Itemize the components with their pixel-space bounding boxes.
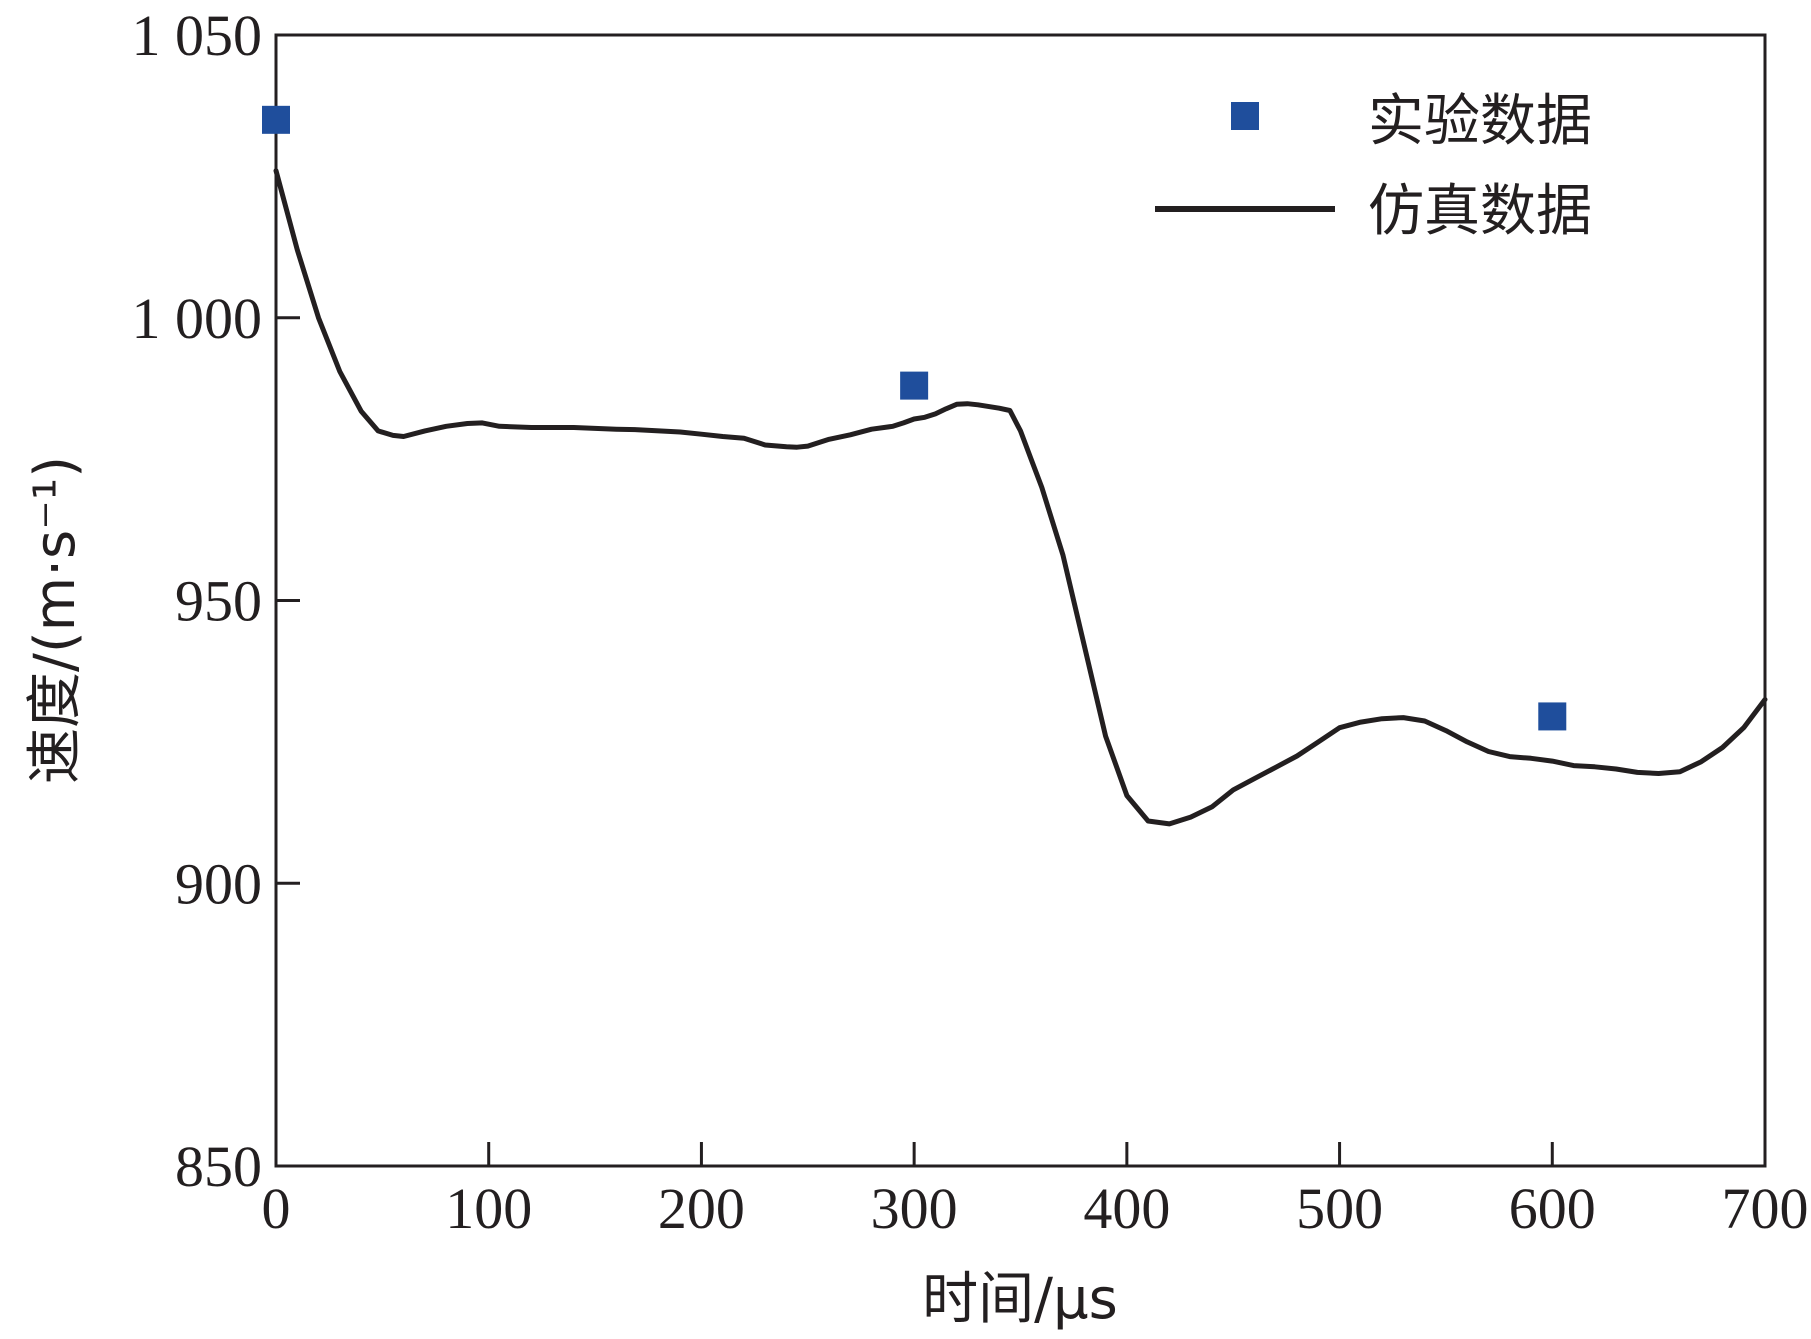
experiment-point [1538, 702, 1567, 731]
x-tick-label: 0 [262, 1176, 291, 1241]
x-axis-title: 时间/μs [922, 1267, 1118, 1332]
x-tick-label: 700 [1722, 1176, 1809, 1241]
experiment-series [262, 105, 1567, 731]
x-tick-label: 300 [871, 1176, 958, 1241]
x-tick-label: 400 [1083, 1176, 1170, 1241]
legend-label-simulation: 仿真数据 [1368, 179, 1592, 244]
experiment-point [262, 105, 290, 134]
y-tick-label: 900 [175, 851, 262, 916]
y-tick-label: 850 [175, 1134, 262, 1199]
experiment-point [900, 371, 929, 400]
legend: 实验数据 仿真数据 [1155, 89, 1592, 244]
simulation-series [273, 168, 1768, 827]
y-tick-label: 1 050 [132, 3, 263, 68]
legend-label-experiment: 实验数据 [1368, 89, 1592, 154]
x-tick-label: 200 [658, 1176, 745, 1241]
y-tick-label: 1 000 [132, 286, 263, 351]
y-axis-title: 速度/(m·s⁻¹) [23, 456, 88, 784]
x-tick-label: 100 [445, 1176, 532, 1241]
y-tick-label: 950 [175, 569, 262, 634]
simulation-line [273, 168, 1768, 827]
x-tick-label: 500 [1296, 1176, 1383, 1241]
legend-marker-experiment [1231, 102, 1259, 130]
y-axis-ticks: 850 900 950 1 000 1 050 [132, 3, 300, 1199]
x-axis-ticks: 0 100 200 300 400 500 600 700 [262, 1142, 1809, 1241]
x-tick-label: 600 [1509, 1176, 1596, 1241]
